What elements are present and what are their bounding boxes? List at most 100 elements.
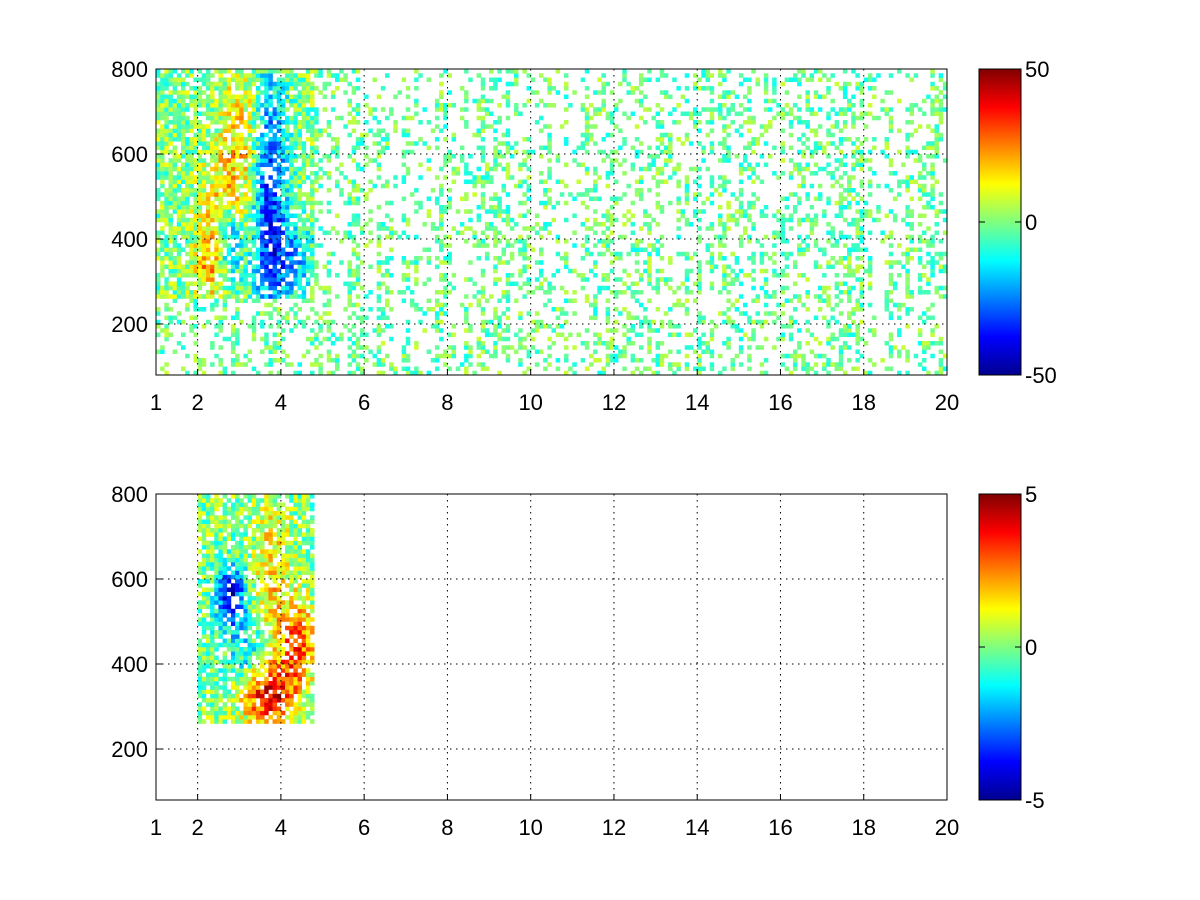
heatmap-cell <box>439 353 444 359</box>
heatmap-cell <box>593 302 598 308</box>
heatmap-cell <box>938 200 944 206</box>
heatmap-cell <box>339 332 344 338</box>
heatmap-cell <box>901 179 906 185</box>
heatmap-cell <box>476 132 482 138</box>
heatmap-cell <box>401 277 407 282</box>
heatmap-cell <box>418 120 423 125</box>
heatmap-cell <box>693 111 698 117</box>
heatmap-cell <box>464 294 469 299</box>
heatmap-cell <box>185 166 190 172</box>
heatmap-cell <box>676 298 681 304</box>
heatmap-cell <box>197 111 203 117</box>
heatmap-cell <box>763 213 769 219</box>
heatmap-cell <box>942 86 948 91</box>
heatmap-cell <box>838 345 844 350</box>
heatmap-cell <box>185 137 190 142</box>
heatmap-cell <box>784 251 790 257</box>
heatmap-cell <box>434 311 440 316</box>
heatmap-cell <box>668 137 673 142</box>
heatmap-cell <box>322 171 327 176</box>
heatmap-cell <box>289 120 294 125</box>
heatmap-cell <box>518 273 523 278</box>
heatmap-cell <box>255 171 261 176</box>
heatmap-cell <box>722 268 727 274</box>
heatmap-cell <box>547 81 552 87</box>
heatmap-cell <box>738 81 744 87</box>
heatmap-cell <box>160 213 165 219</box>
heatmap-cell <box>451 154 457 159</box>
heatmap-cell <box>784 264 790 270</box>
heatmap-cell <box>347 200 352 206</box>
heatmap-cell <box>268 98 273 104</box>
heatmap-cell <box>480 290 486 295</box>
heatmap-cell <box>193 166 198 172</box>
heatmap-cell <box>834 158 840 163</box>
heatmap-cell <box>451 273 457 278</box>
heatmap-cell <box>922 264 927 270</box>
heatmap-cell <box>193 239 198 244</box>
heatmap-cell <box>476 345 482 350</box>
heatmap-cell <box>643 94 648 100</box>
heatmap-cell <box>293 128 298 134</box>
heatmap-cell <box>305 107 311 112</box>
heatmap-cell <box>905 179 910 185</box>
heatmap-cell <box>185 353 190 359</box>
heatmap-cell <box>434 196 440 202</box>
heatmap-cell <box>272 226 278 231</box>
heatmap-cell <box>201 103 207 108</box>
heatmap-cell <box>838 158 844 163</box>
heatmap-cell <box>314 319 319 325</box>
heatmap-cell <box>210 226 215 231</box>
heatmap-cell <box>501 94 506 100</box>
heatmap-cell <box>310 222 315 227</box>
heatmap-cell <box>164 213 169 219</box>
heatmap-cell <box>451 137 457 142</box>
heatmap-cell <box>905 132 910 138</box>
heatmap-cell <box>605 345 611 350</box>
heatmap-cell <box>530 328 536 333</box>
heatmap-cell <box>272 111 278 117</box>
heatmap-cell <box>684 298 690 304</box>
heatmap-cell <box>609 196 615 202</box>
heatmap-cell <box>384 141 390 146</box>
heatmap-cell <box>180 234 186 240</box>
heatmap-cell <box>189 166 194 172</box>
heatmap-cell <box>176 175 182 180</box>
heatmap-cell <box>726 290 731 295</box>
heatmap-cell <box>751 336 756 342</box>
heatmap-cell <box>514 149 519 155</box>
heatmap-cell <box>701 73 706 78</box>
heatmap-cell <box>851 154 856 159</box>
heatmap-cell <box>772 81 777 87</box>
heatmap-cell <box>826 324 831 329</box>
heatmap-cell <box>185 94 190 100</box>
heatmap-cell <box>684 290 690 295</box>
heatmap-cell <box>751 268 756 274</box>
heatmap-cell <box>185 162 190 168</box>
heatmap-cell <box>788 370 794 376</box>
heatmap-cell <box>172 162 178 168</box>
heatmap-cell <box>584 247 590 253</box>
heatmap-cell <box>917 196 923 202</box>
heatmap-cell <box>301 273 307 278</box>
heatmap-cell <box>926 290 931 295</box>
heatmap-cell <box>222 273 228 278</box>
heatmap-cell <box>663 145 669 151</box>
heatmap-cell <box>193 273 198 278</box>
heatmap-cell <box>272 268 278 274</box>
heatmap-cell <box>297 98 303 104</box>
heatmap-cell <box>922 311 927 316</box>
heatmap-cell <box>443 285 448 291</box>
heatmap-cell <box>634 268 640 274</box>
heatmap-cell <box>301 260 307 265</box>
heatmap-cell <box>210 302 215 308</box>
heatmap-cell <box>193 353 198 359</box>
heatmap-cell <box>156 319 161 325</box>
heatmap-cell <box>934 149 939 155</box>
heatmap-cell <box>501 328 506 333</box>
heatmap-cell <box>260 205 265 210</box>
heatmap-cell <box>355 277 361 282</box>
heatmap-cell <box>235 137 240 142</box>
heatmap-cell <box>272 90 278 95</box>
heatmap-cell <box>630 111 636 117</box>
